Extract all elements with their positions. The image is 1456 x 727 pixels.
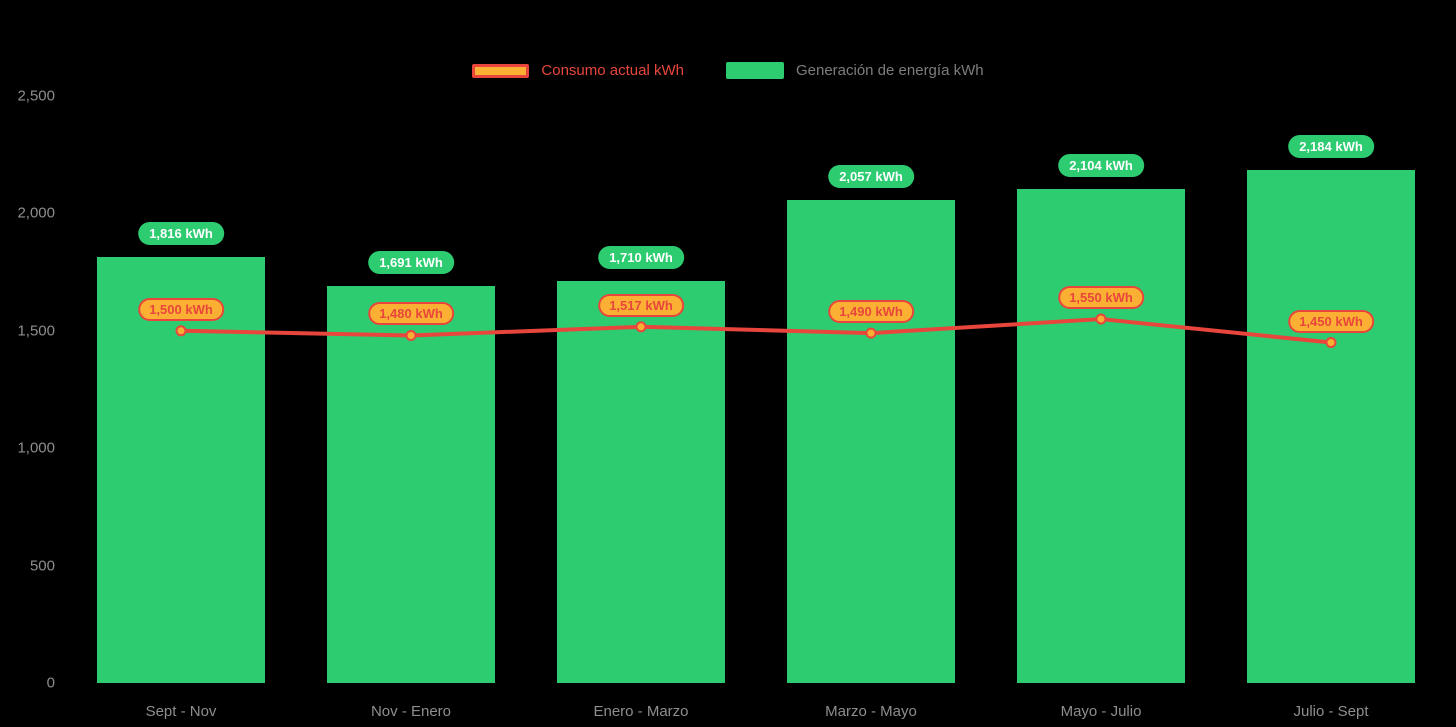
consumption-value-badge: 1,550 kWh [1058,286,1144,310]
consumption-value-badge: 1,500 kWh [138,297,224,321]
x-axis-label: Marzo - Mayo [825,703,917,720]
y-axis-label: 2,000 [17,204,55,222]
consumption-point-marker [865,327,877,339]
consumption-point-marker [405,329,417,341]
consumption-value-badge: 1,480 kWh [368,302,454,326]
x-axis-label: Julio - Sept [1293,703,1369,720]
y-axis-label: 1,500 [17,322,55,340]
legend-item-consumo[interactable]: Consumo actual kWh [472,62,684,79]
x-axis-label: Nov - Enero [370,703,452,720]
generation-bar [787,200,955,683]
consumption-value-badge: 1,517 kWh [598,293,684,317]
generation-bar [557,281,725,683]
consumption-point-marker [1325,337,1337,349]
legend-item-generacion[interactable]: Generación de energía kWh [725,62,984,79]
y-axis-label: 2,500 [17,87,55,105]
y-axis-label: 1,000 [17,439,55,457]
x-axis-label: Enero - Marzo [593,703,689,720]
y-axis-label: 0 [46,674,55,692]
legend-label-consumo: Consumo actual kWh [541,62,684,79]
generation-value-badge: 2,184 kWh [1288,135,1374,159]
generation-value-badge: 1,710 kWh [598,246,684,270]
consumption-point-marker [1095,313,1107,325]
generation-bar [1247,170,1415,683]
consumption-point-marker [635,321,647,333]
consumption-value-badge: 1,450 kWh [1288,309,1374,333]
generation-value-badge: 2,104 kWh [1058,153,1144,177]
x-axis-label: Mayo - Julio [1060,703,1142,720]
chart-legend: Consumo actual kWh Generación de energía… [0,62,1456,79]
generation-bar [327,285,495,683]
consumption-point-marker [175,325,187,337]
y-axis-label: 500 [29,557,55,575]
x-axis-label: Sept - Nov [145,703,217,720]
legend-label-generacion: Generación de energía kWh [795,62,984,79]
generation-value-badge: 2,057 kWh [828,165,914,189]
consumption-line [179,317,1333,345]
consumo-swatch-icon [472,63,530,78]
generation-bar [1017,188,1185,683]
generation-value-badge: 1,691 kWh [368,250,454,274]
generation-value-badge: 1,816 kWh [138,221,224,245]
consumption-value-badge: 1,490 kWh [828,300,914,324]
generacion-swatch-icon [725,62,784,79]
